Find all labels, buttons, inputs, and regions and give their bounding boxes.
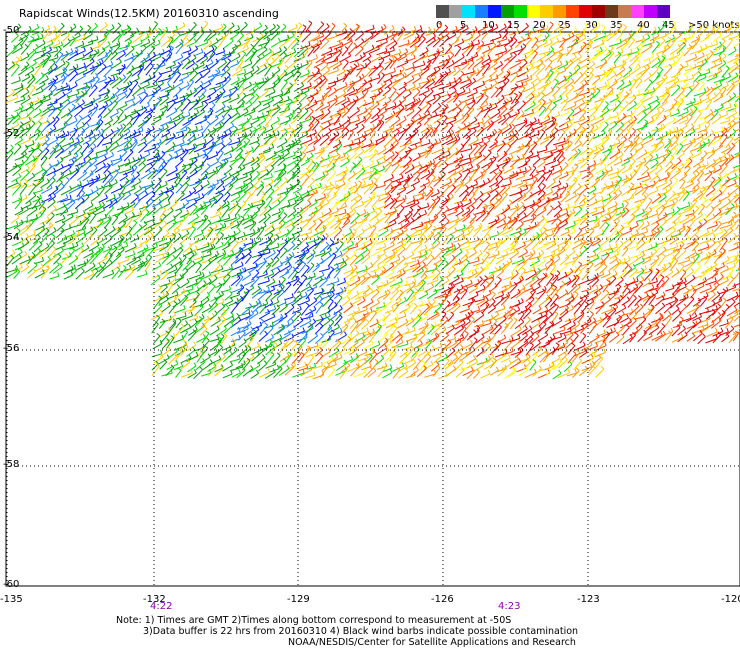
legend-label-5: 5	[460, 20, 467, 31]
legend-label-45: 45	[662, 20, 675, 31]
legend-swatch	[540, 5, 553, 18]
lon-label-129: -129	[287, 594, 310, 605]
legend-label-15: 15	[507, 20, 520, 31]
legend-swatch	[644, 5, 657, 18]
legend-label-25: 25	[558, 20, 571, 31]
legend-swatch	[618, 5, 631, 18]
map-title: Rapidscat Winds(12.5KM) 20160310 ascendi…	[19, 7, 279, 20]
legend-swatch	[592, 5, 605, 18]
lat-label-60: -60	[3, 579, 20, 590]
lat-label-56: -56	[3, 343, 20, 354]
legend-swatch	[566, 5, 579, 18]
lat-lon-grid	[6, 31, 740, 587]
legend-label-50-knots: >50 knots	[688, 20, 740, 31]
time-label-422: 4:22	[150, 601, 173, 612]
legend-swatch	[449, 5, 462, 18]
lat-label-52: -52	[3, 128, 20, 139]
lon-label-135: -135	[0, 594, 23, 605]
legend-swatch	[514, 5, 527, 18]
legend-label-20: 20	[533, 20, 546, 31]
legend-swatch	[657, 5, 670, 18]
legend-swatch	[488, 5, 501, 18]
legend-swatch	[475, 5, 488, 18]
lon-label-132: -132	[143, 594, 166, 605]
note-line-2: 3)Data buffer is 22 hrs from 20160310 4)…	[143, 626, 579, 637]
footnotes: Note: 1) Times are GMT 2)Times along bot…	[116, 615, 578, 648]
wind-speed-legend: 0 5 10 15 20 25 30 35 40 45 >50 knots	[436, 5, 740, 31]
lon-label-120: -120	[721, 594, 740, 605]
lat-label-50: -50	[3, 25, 20, 36]
time-label-423: 4:23	[498, 601, 521, 612]
legend-label-0: 0	[436, 20, 443, 31]
lat-label-54: -54	[3, 232, 20, 243]
lon-label-123: -123	[577, 594, 600, 605]
legend-label-35: 35	[610, 20, 623, 31]
note-line-1: Note: 1) Times are GMT 2)Times along bot…	[116, 615, 512, 626]
legend-swatch	[579, 5, 592, 18]
wind-barbs	[5, 20, 740, 380]
legend-swatch	[501, 5, 514, 18]
legend-swatch	[631, 5, 644, 18]
legend-swatch	[605, 5, 618, 18]
legend-swatch	[436, 5, 449, 18]
legend-swatch	[527, 5, 540, 18]
legend-swatch	[553, 5, 566, 18]
legend-label-30: 30	[585, 20, 598, 31]
legend-color-bar	[436, 5, 670, 18]
legend-label-10: 10	[482, 20, 495, 31]
plot-frame	[5, 31, 740, 587]
lat-label-58: -58	[3, 459, 20, 470]
note-line-3: NOAA/NESDIS/Center for Satellite Applica…	[288, 637, 576, 648]
legend-swatch	[462, 5, 475, 18]
lon-label-126: -126	[431, 594, 454, 605]
